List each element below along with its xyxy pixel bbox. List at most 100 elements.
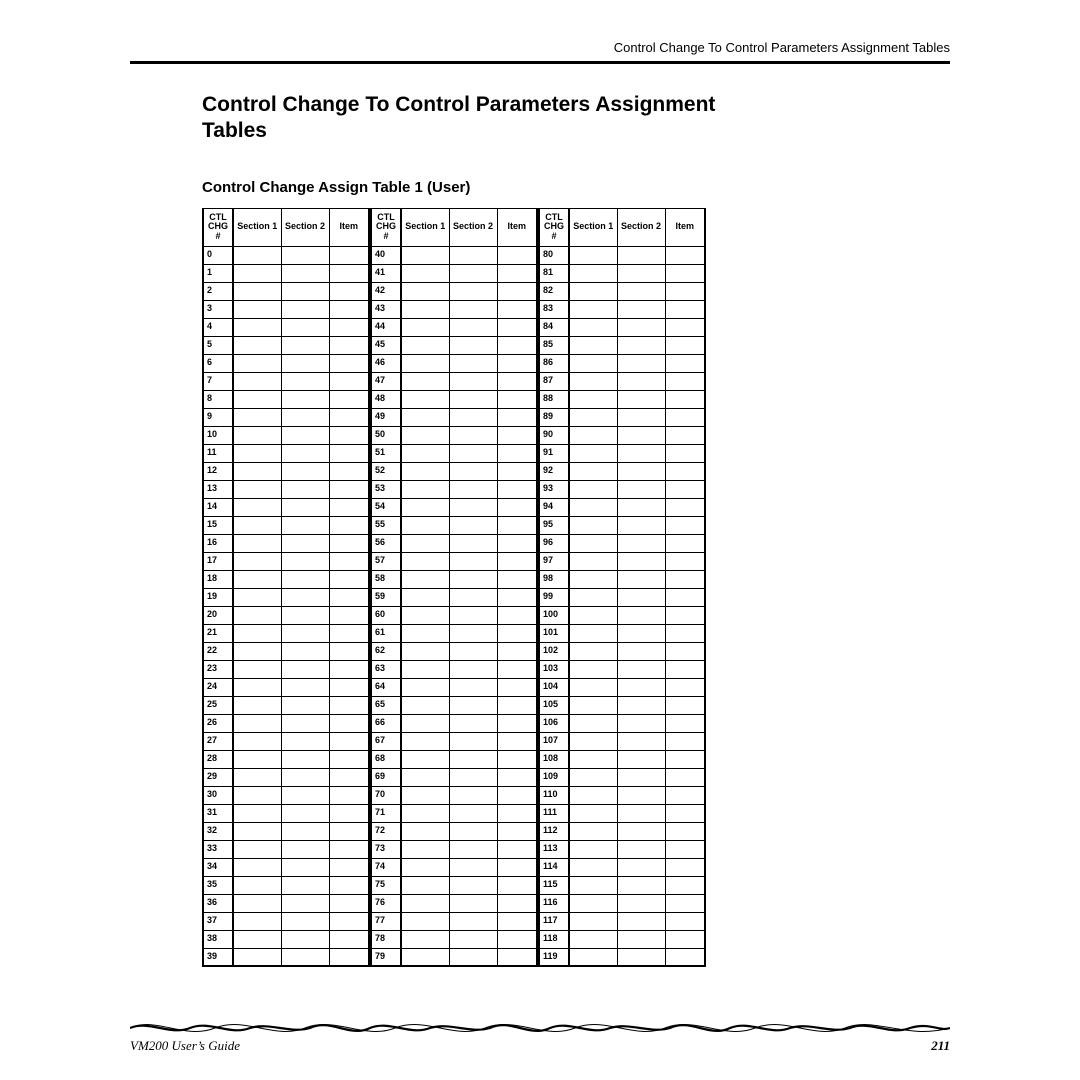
col-header-section-2: Section 2 [281,208,329,246]
cell-section-2 [617,570,665,588]
cell-section-2 [281,372,329,390]
cell-ctl-chg: 28 [203,750,233,768]
cell-item [665,876,705,894]
table-row: 81 [539,264,705,282]
table-row: 87 [539,372,705,390]
cell-ctl-chg: 25 [203,696,233,714]
cell-section-2 [281,588,329,606]
cell-item [329,876,369,894]
cell-ctl-chg: 36 [203,894,233,912]
cell-ctl-chg: 24 [203,678,233,696]
table-row: 3 [203,300,369,318]
cell-ctl-chg: 52 [371,462,401,480]
col-header-item: Item [329,208,369,246]
cell-ctl-chg: 56 [371,534,401,552]
cell-section-2 [617,246,665,264]
cell-ctl-chg: 58 [371,570,401,588]
table-row: 94 [539,498,705,516]
cell-item [497,930,537,948]
cell-ctl-chg: 12 [203,462,233,480]
table-row: 9 [203,408,369,426]
cell-section-1 [233,768,281,786]
table-row: 26 [203,714,369,732]
cell-ctl-chg: 73 [371,840,401,858]
table-row: 85 [539,336,705,354]
table-row: 19 [203,588,369,606]
table-row: 92 [539,462,705,480]
cell-ctl-chg: 86 [539,354,569,372]
cell-section-1 [233,714,281,732]
cell-section-2 [281,714,329,732]
table-row: 90 [539,426,705,444]
col-header-section-1: Section 1 [569,208,617,246]
cell-section-1 [569,588,617,606]
cell-section-1 [233,444,281,462]
cell-ctl-chg: 105 [539,696,569,714]
cell-item [329,624,369,642]
cell-item [665,624,705,642]
table-row: 109 [539,768,705,786]
cell-ctl-chg: 15 [203,516,233,534]
cell-ctl-chg: 40 [371,246,401,264]
cell-ctl-chg: 80 [539,246,569,264]
cell-ctl-chg: 39 [203,948,233,966]
cell-section-1 [401,804,449,822]
cell-section-1 [233,462,281,480]
cell-section-2 [617,912,665,930]
cell-item [665,714,705,732]
cell-section-1 [401,480,449,498]
cell-section-2 [281,840,329,858]
cell-section-2 [449,912,497,930]
table-row: 88 [539,390,705,408]
table-row: 44 [371,318,537,336]
cell-section-1 [569,246,617,264]
cell-section-2 [617,804,665,822]
cell-section-2 [449,804,497,822]
table-row: 112 [539,822,705,840]
table-row: 61 [371,624,537,642]
cell-ctl-chg: 30 [203,786,233,804]
cell-ctl-chg: 29 [203,768,233,786]
cell-section-2 [281,786,329,804]
cell-section-1 [401,876,449,894]
cell-item [665,444,705,462]
cell-section-1 [569,516,617,534]
cell-section-1 [401,624,449,642]
table-row: 11 [203,444,369,462]
cell-section-2 [449,696,497,714]
cell-ctl-chg: 69 [371,768,401,786]
cell-section-1 [401,246,449,264]
cell-item [329,498,369,516]
table-row: 7 [203,372,369,390]
table-row: 16 [203,534,369,552]
table-row: 14 [203,498,369,516]
cell-ctl-chg: 84 [539,318,569,336]
cell-section-1 [233,336,281,354]
cell-ctl-chg: 91 [539,444,569,462]
cell-item [497,588,537,606]
cell-ctl-chg: 48 [371,390,401,408]
cell-section-1 [569,426,617,444]
cell-ctl-chg: 4 [203,318,233,336]
cell-section-2 [281,336,329,354]
cell-section-1 [569,480,617,498]
cell-section-2 [617,948,665,966]
table-row: 97 [539,552,705,570]
cell-section-1 [233,264,281,282]
table-row: 64 [371,678,537,696]
cell-ctl-chg: 16 [203,534,233,552]
cell-item [497,246,537,264]
table-row: 62 [371,642,537,660]
cell-ctl-chg: 101 [539,624,569,642]
table-row: 106 [539,714,705,732]
cell-section-1 [233,786,281,804]
table-row: 80 [539,246,705,264]
cell-item [497,534,537,552]
cell-section-2 [449,606,497,624]
cell-section-1 [233,930,281,948]
cell-ctl-chg: 83 [539,300,569,318]
cell-item [497,516,537,534]
cell-section-2 [281,426,329,444]
cell-section-1 [233,732,281,750]
cell-section-1 [569,498,617,516]
